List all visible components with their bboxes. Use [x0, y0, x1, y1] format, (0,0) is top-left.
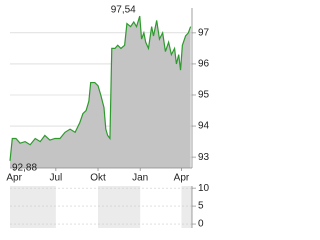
annotation: 92,88 [12, 162, 37, 173]
y-tick-label: 94 [198, 121, 210, 132]
y-tick-label: 0 [198, 219, 204, 230]
annotation: 97,54 [111, 5, 136, 16]
line [9, 15, 192, 161]
y-tick-label: 95 [198, 90, 210, 101]
x-tick-label: Apr [174, 173, 190, 184]
area [10, 16, 191, 169]
x-tick-label: Jul [49, 173, 62, 184]
y-tick-label: 97 [198, 27, 210, 38]
volume-band [98, 186, 141, 228]
x-tick-label: Jan [132, 173, 148, 184]
x-tick-label: Okt [90, 173, 106, 184]
y-tick-label: 10 [198, 183, 210, 194]
volume-band [10, 186, 56, 228]
volume-band [181, 186, 192, 228]
y-tick-label: 96 [198, 59, 210, 70]
y-tick-label: 93 [198, 152, 210, 163]
chart: 93 94 95 96 97 0 5 10 Apr Jul Okt Jan Apr 97,54 92,88 [6, 5, 210, 230]
x-tick-label: Apr [6, 173, 22, 184]
y-tick-label: 5 [198, 201, 204, 212]
